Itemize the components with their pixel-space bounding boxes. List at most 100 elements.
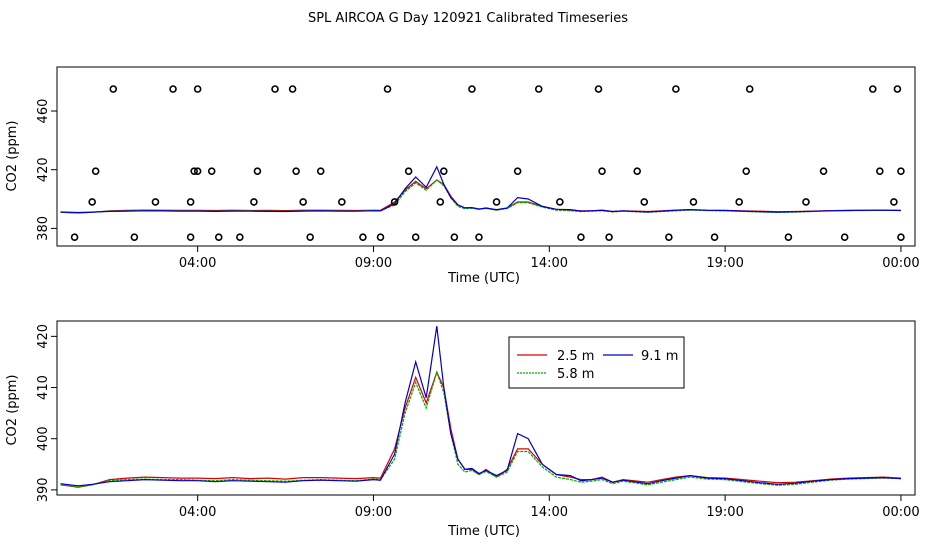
sample-point xyxy=(338,198,346,206)
top-ylabel: CO2 (ppm) xyxy=(5,120,20,191)
bottom-panel: Time (UTC) CO2 (ppm) 2.5 m 5.8 m 9.1 m 0… xyxy=(5,320,920,539)
y-tick-label: 420 xyxy=(36,324,51,349)
sample-point xyxy=(876,167,884,175)
series-line-2-5-m xyxy=(60,370,901,488)
sample-point xyxy=(91,167,100,175)
sample-point xyxy=(130,233,139,241)
bottom-plot-frame xyxy=(56,320,916,496)
sample-point xyxy=(605,233,613,241)
y-tick-label: 410 xyxy=(36,375,51,400)
bottom-ylabel: CO2 (ppm) xyxy=(5,374,20,445)
sample-point xyxy=(598,167,606,175)
sample-point xyxy=(802,198,810,206)
sample-point xyxy=(292,167,300,175)
x-tick-label: 04:00 xyxy=(179,256,216,271)
sample-point xyxy=(640,198,649,206)
x-tick-label: 09:00 xyxy=(355,505,392,520)
x-tick-label: 19:00 xyxy=(706,505,743,520)
sample-point xyxy=(869,85,877,93)
y-tick-label: 420 xyxy=(36,157,51,182)
series-line-2-5-m xyxy=(60,179,901,214)
legend-label-2-5m: 2.5 m xyxy=(557,349,594,364)
sample-point xyxy=(193,85,202,93)
sample-point xyxy=(169,85,177,93)
sample-point xyxy=(897,167,905,175)
sample-point xyxy=(253,167,262,175)
top-xlabel: Time (UTC) xyxy=(447,271,520,286)
sample-point xyxy=(207,167,216,175)
sample-point xyxy=(890,198,898,206)
sample-point xyxy=(594,85,603,93)
x-tick-label: 19:00 xyxy=(706,256,743,271)
sample-point xyxy=(236,233,244,241)
sample-point xyxy=(299,198,307,206)
sample-point xyxy=(893,85,902,93)
series-line-9-1-m xyxy=(60,165,901,214)
legend-label-9-1m: 9.1 m xyxy=(641,349,678,364)
sample-point xyxy=(492,198,501,206)
sample-point xyxy=(411,233,420,241)
sample-point xyxy=(316,167,325,175)
x-tick-label: 00:00 xyxy=(882,256,919,271)
top-plot-frame xyxy=(56,66,916,247)
sample-point xyxy=(534,85,543,93)
sample-point xyxy=(193,167,202,175)
sample-point xyxy=(288,85,297,93)
y-tick-label: 400 xyxy=(36,426,51,451)
top-panel: Time (UTC) CO2 (ppm) 04:00 09:00 14:00 19:0… xyxy=(5,66,920,286)
sample-point xyxy=(735,198,743,206)
sample-point xyxy=(556,198,564,206)
sample-point xyxy=(689,198,698,206)
sample-point xyxy=(306,233,314,241)
sample-point xyxy=(250,198,258,206)
sample-point xyxy=(840,233,849,241)
sample-point xyxy=(440,167,448,175)
sample-point xyxy=(109,85,118,93)
series-line-5-8-m xyxy=(60,370,901,488)
legend-box xyxy=(508,336,685,389)
x-tick-label: 14:00 xyxy=(531,505,568,520)
sample-point xyxy=(359,233,367,241)
x-tick-label: 09:00 xyxy=(355,256,392,271)
sample-point xyxy=(513,167,522,175)
y-tick-label: 460 xyxy=(36,99,51,124)
sample-point xyxy=(186,198,195,206)
sample-point xyxy=(710,233,719,241)
sample-point xyxy=(214,233,223,241)
sample-point xyxy=(745,85,754,93)
sample-point xyxy=(186,233,195,241)
sample-point xyxy=(577,233,585,241)
sample-point xyxy=(271,85,279,93)
series-line-9-1-m xyxy=(60,326,901,487)
sample-point xyxy=(633,167,642,175)
sample-point xyxy=(404,167,413,175)
legend: 2.5 m 5.8 m 9.1 m xyxy=(508,336,685,389)
x-tick-label: 00:00 xyxy=(882,505,919,520)
sample-point xyxy=(390,198,399,206)
bottom-xlabel: Time (UTC) xyxy=(447,524,520,539)
series-line-5-8-m xyxy=(60,179,901,214)
x-tick-label: 04:00 xyxy=(179,505,216,520)
sample-point xyxy=(468,85,476,93)
sample-point xyxy=(450,233,459,241)
sample-point xyxy=(376,233,385,241)
sample-point xyxy=(665,233,673,241)
sample-point xyxy=(475,233,483,241)
sample-point xyxy=(897,233,905,241)
sample-point xyxy=(436,198,445,206)
sample-point xyxy=(819,167,828,175)
sample-point xyxy=(151,198,160,206)
sample-point xyxy=(742,167,751,175)
y-tick-label: 380 xyxy=(36,216,51,241)
sample-point xyxy=(784,233,793,241)
sample-point xyxy=(672,85,680,93)
sample-point xyxy=(70,233,79,241)
legend-label-5-8m: 5.8 m xyxy=(557,367,594,382)
y-tick-label: 390 xyxy=(36,477,51,502)
sample-point xyxy=(190,167,198,175)
x-tick-label: 14:00 xyxy=(531,256,568,271)
sample-point xyxy=(383,85,392,93)
sample-point xyxy=(88,198,96,206)
chart-title: SPL AIRCOA G Day 120921 Calibrated Times… xyxy=(308,11,628,26)
